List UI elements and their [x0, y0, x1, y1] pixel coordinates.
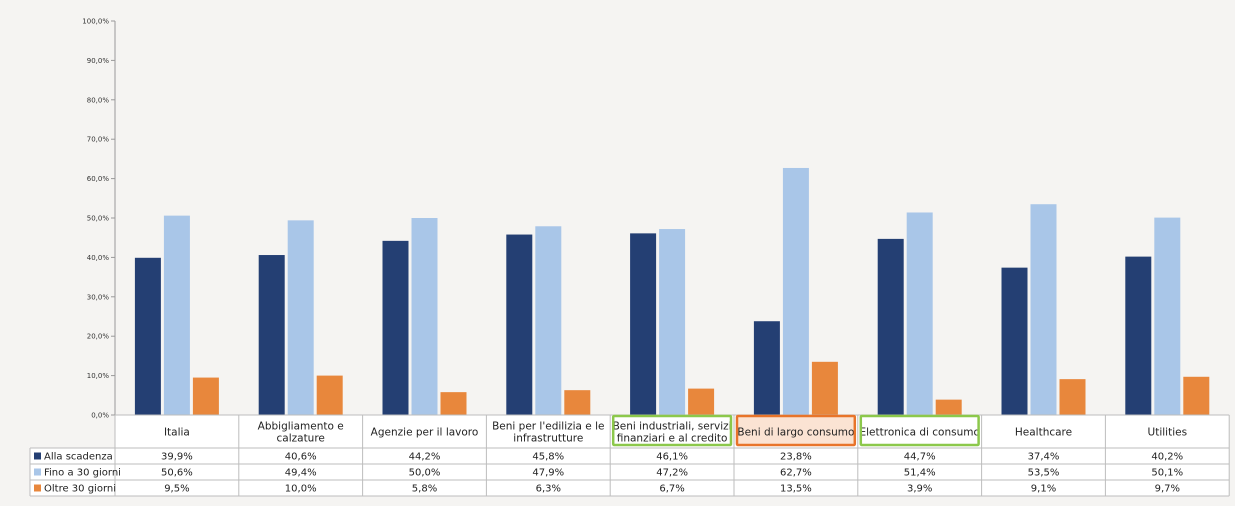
- bar: [192, 377, 219, 415]
- data-table-value: 50,6%: [161, 468, 193, 479]
- category-highlight-fill: [737, 416, 855, 445]
- bar: [877, 238, 904, 415]
- bar: [753, 321, 780, 415]
- category-label: calzature: [277, 433, 325, 445]
- category-highlight-box: [611, 414, 733, 447]
- data-table-value: 44,7%: [904, 452, 936, 463]
- category-label: Beni di largo consumo: [737, 427, 854, 439]
- bar: [258, 255, 285, 415]
- legend-swatch: [34, 484, 41, 492]
- data-table-value: 44,2%: [409, 452, 441, 463]
- category-label: Agenzie per il lavoro: [371, 427, 479, 439]
- data-table-value: 40,6%: [285, 452, 317, 463]
- legend-label: Fino a 30 giorni: [44, 468, 121, 479]
- data-table-value: 53,5%: [1028, 468, 1060, 479]
- bar: [1030, 204, 1057, 415]
- data-table-value: 50,1%: [1151, 468, 1183, 479]
- category-highlight-box: [735, 414, 857, 447]
- data-table-value: 46,1%: [656, 452, 688, 463]
- y-tick-label: 40,0%: [87, 254, 110, 262]
- bar: [811, 361, 838, 415]
- y-tick-label: 0,0%: [91, 412, 109, 420]
- bar: [506, 234, 533, 415]
- data-table-value: 5,8%: [412, 484, 437, 495]
- bar: [906, 212, 933, 415]
- category-label: Beni per l'edilizia e le: [492, 421, 604, 433]
- y-tick-label: 90,0%: [87, 57, 110, 65]
- bar: [411, 218, 438, 415]
- category-label: Elettronica di consumo: [859, 427, 979, 439]
- y-tick-label: 70,0%: [87, 136, 110, 144]
- data-table-value: 50,0%: [409, 468, 441, 479]
- legend-swatch: [34, 468, 41, 476]
- bar: [1001, 267, 1028, 415]
- bar: [535, 226, 562, 415]
- bar: [134, 257, 161, 415]
- y-tick-label: 100,0%: [82, 18, 109, 26]
- data-table-value: 9,7%: [1155, 484, 1180, 495]
- data-table-value: 39,9%: [161, 452, 193, 463]
- data-table-value: 40,2%: [1151, 452, 1183, 463]
- data-table-value: 62,7%: [780, 468, 812, 479]
- legend-label: Oltre 30 giorni: [44, 484, 116, 495]
- bar: [564, 390, 591, 415]
- category-label: Italia: [164, 427, 190, 439]
- data-table-value: 51,4%: [904, 468, 936, 479]
- bar: [163, 215, 190, 415]
- category-highlight-box: [859, 414, 980, 447]
- bar: [630, 233, 657, 415]
- data-table-value: 37,4%: [1028, 452, 1060, 463]
- data-table-value: 6,3%: [536, 484, 561, 495]
- category-label: Healthcare: [1015, 427, 1072, 439]
- data-table-value: 3,9%: [907, 484, 932, 495]
- data-table-value: 49,4%: [285, 468, 317, 479]
- category-label: Beni industriali, servizi: [613, 421, 732, 433]
- legend-label: Alla scadenza: [44, 452, 113, 463]
- bar: [1154, 217, 1181, 415]
- bar: [1059, 379, 1086, 415]
- data-table-bg: [30, 448, 1230, 496]
- data-table-value: 23,8%: [780, 452, 812, 463]
- category-row-bg: [115, 415, 1230, 448]
- bar: [935, 399, 962, 415]
- data-table-value: 10,0%: [285, 484, 317, 495]
- y-tick-label: 60,0%: [87, 175, 110, 183]
- category-label: infrastrutture: [513, 433, 583, 445]
- data-table-value: 9,1%: [1031, 484, 1056, 495]
- category-label: Abbigliamento e: [258, 421, 344, 433]
- data-table-value: 9,5%: [164, 484, 189, 495]
- bar: [688, 388, 715, 415]
- data-table-value: 6,7%: [659, 484, 684, 495]
- data-table-value: 47,9%: [532, 468, 564, 479]
- y-tick-label: 30,0%: [87, 293, 110, 301]
- category-label: Utilities: [1148, 427, 1188, 439]
- bar: [382, 240, 409, 415]
- y-tick-label: 80,0%: [87, 96, 110, 104]
- bar: [1125, 256, 1152, 415]
- bar: [782, 167, 809, 415]
- y-tick-label: 20,0%: [87, 333, 110, 341]
- y-tick-label: 10,0%: [87, 372, 110, 380]
- legend-swatch: [34, 452, 41, 460]
- category-label: finanziari e al credito: [617, 433, 728, 445]
- bar: [1183, 376, 1210, 415]
- data-table-value: 47,2%: [656, 468, 688, 479]
- y-tick-label: 50,0%: [87, 215, 110, 223]
- bar: [659, 229, 686, 415]
- bar: [316, 375, 343, 415]
- bar: [287, 220, 314, 415]
- data-table-value: 13,5%: [780, 484, 812, 495]
- bar: [440, 392, 467, 415]
- data-table-value: 45,8%: [532, 452, 564, 463]
